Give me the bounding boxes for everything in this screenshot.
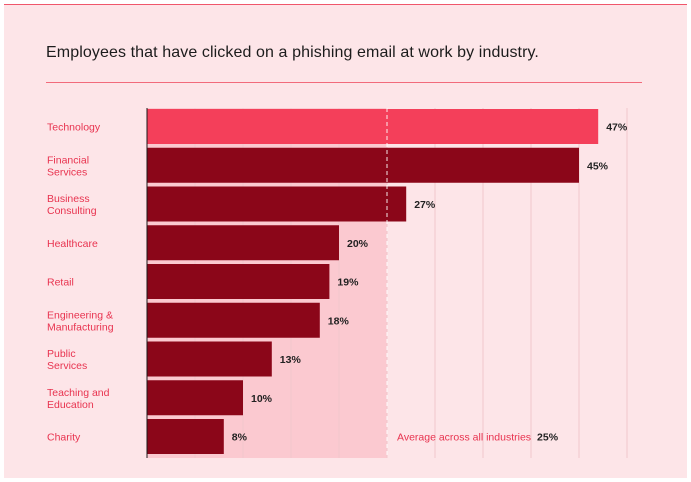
value-label: 8% xyxy=(232,432,248,444)
category-label: Public Services xyxy=(47,348,87,372)
category-label: Charity xyxy=(47,432,81,444)
title-divider xyxy=(46,82,642,83)
category-label: Engineering & Manufacturing xyxy=(47,309,114,333)
category-label: Healthcare xyxy=(47,238,98,250)
category-label: Retail xyxy=(47,277,74,289)
value-label: 18% xyxy=(328,315,350,327)
average-label: Average across all industries xyxy=(397,432,531,444)
value-label: 47% xyxy=(606,122,628,134)
bar xyxy=(147,380,243,416)
category-label: Technology xyxy=(47,122,101,134)
bar xyxy=(147,341,272,377)
category-label: Teaching and Education xyxy=(47,387,110,411)
value-label: 20% xyxy=(347,238,369,250)
bar xyxy=(147,302,320,338)
value-label: 45% xyxy=(587,160,609,172)
value-label: 19% xyxy=(337,277,359,289)
category-label: Financial Services xyxy=(47,154,89,178)
top-rule xyxy=(4,4,687,5)
value-label: 27% xyxy=(414,199,436,211)
bar xyxy=(147,225,339,261)
value-label: 13% xyxy=(280,354,302,366)
chart-title: Employees that have clicked on a phishin… xyxy=(46,44,539,61)
bar xyxy=(147,264,330,299)
average-value: 25% xyxy=(537,432,559,444)
bar xyxy=(147,419,224,454)
bar xyxy=(147,147,579,183)
category-label: Business Consulting xyxy=(47,193,97,217)
value-label: 10% xyxy=(251,393,273,405)
bar xyxy=(147,186,407,222)
bar xyxy=(147,109,599,144)
